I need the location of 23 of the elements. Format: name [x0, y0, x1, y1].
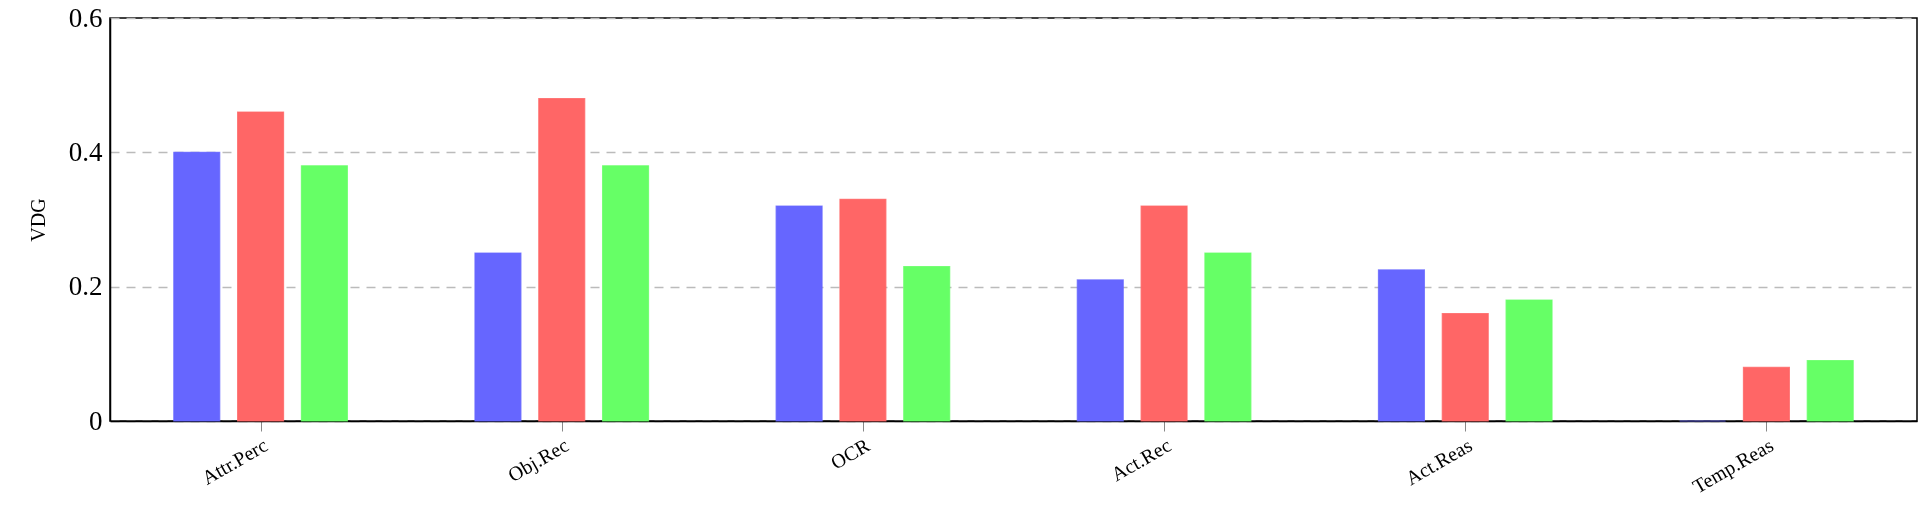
y-tick-label: 0 [89, 405, 103, 436]
bar [1204, 252, 1252, 422]
bar [1505, 299, 1553, 422]
bar [1076, 279, 1124, 422]
bar [1742, 366, 1790, 422]
bar [601, 165, 650, 422]
bar [1441, 312, 1489, 422]
x-tick-label: OCR [826, 433, 874, 474]
bar [474, 252, 522, 422]
bar [1140, 205, 1188, 422]
bar [839, 198, 887, 422]
bar [237, 111, 285, 422]
bar [903, 265, 951, 422]
bar [1377, 269, 1426, 422]
bar [538, 98, 586, 422]
bar [300, 165, 348, 422]
bar [173, 151, 221, 422]
y-tick-label: 0.6 [68, 2, 103, 33]
y-axis-title: VDG [26, 198, 49, 242]
bar [775, 205, 823, 422]
bar [1806, 359, 1854, 422]
y-tick-label: 0.4 [68, 136, 103, 167]
y-tick-label: 0.2 [68, 271, 103, 302]
